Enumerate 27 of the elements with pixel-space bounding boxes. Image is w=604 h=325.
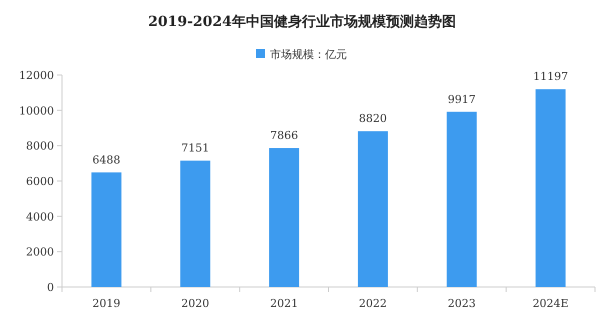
data-label: 7866 xyxy=(270,129,298,142)
bar xyxy=(358,131,388,287)
data-label: 9917 xyxy=(448,92,476,106)
x-tick-label: 2021 xyxy=(270,297,298,310)
bar xyxy=(269,148,300,287)
x-tick-label: 2022 xyxy=(358,297,387,310)
chart-title: 2019-2024年中国健身行业市场规模预测趋势图 xyxy=(148,13,456,30)
y-tick-label: 4000 xyxy=(26,210,54,224)
y-tick-label: 6000 xyxy=(26,175,54,188)
y-tick-label: 2000 xyxy=(26,246,54,259)
data-label: 8820 xyxy=(358,112,387,126)
bar xyxy=(180,160,210,287)
x-tick-label: 2019 xyxy=(92,297,120,310)
data-label: 11197 xyxy=(533,70,568,84)
y-tick-label: 8000 xyxy=(26,140,54,153)
bar xyxy=(446,112,477,287)
y-tick-label: 12000 xyxy=(19,69,54,82)
y-tick-label: 0 xyxy=(47,281,54,294)
y-tick-label: 10000 xyxy=(19,104,54,118)
bar xyxy=(536,89,566,287)
legend-label: 市场规模：亿元 xyxy=(270,48,347,61)
x-tick-label: 2024E xyxy=(532,297,569,310)
bar xyxy=(91,172,122,287)
x-tick-label: 2023 xyxy=(448,297,476,310)
data-label: 7151 xyxy=(181,142,210,155)
data-label: 6488 xyxy=(92,153,120,166)
x-tick-label: 2020 xyxy=(181,297,210,310)
